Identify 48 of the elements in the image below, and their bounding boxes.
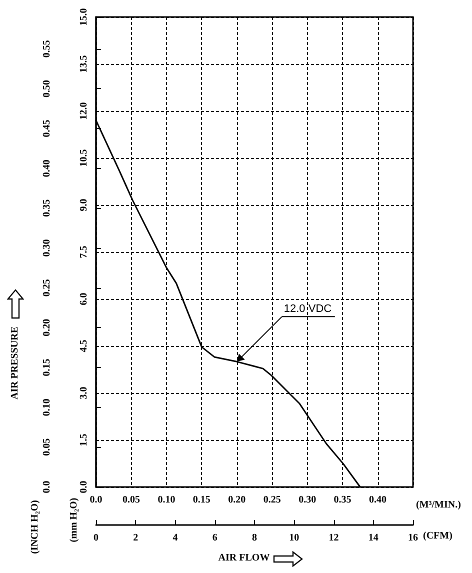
text: AIR PRESSURE [10,326,20,400]
y-tick-label: 0.0 [78,480,90,494]
y-tick-label: 4.5 [78,340,90,352]
x2-axis-title: (CFM) [423,530,452,542]
y2-tick-label: 0.30 [42,239,52,257]
y-tick-label: 10.5 [78,149,90,167]
x-tick-label: 0.05 [122,494,140,506]
x-tick-label: 0.10 [158,494,176,506]
x-axis-title: (M³/MIN.) [416,500,461,510]
x2-tick-label: 14 [368,532,378,544]
y2-tick-label: 0.40 [42,160,52,178]
y-tick-label: 1.5 [78,434,90,446]
x2-tick-label: 2 [133,532,138,544]
y2-tick-label: 0.50 [42,80,52,98]
y-tick-label: 15.0 [78,8,90,26]
x2-tick-label: 10 [289,532,300,544]
y2-tick-label: 0.25 [42,279,52,297]
y-tick-label: 9.0 [78,198,90,212]
x2-tick-label: 16 [408,532,418,544]
x-tick-label: 0.0 [90,494,102,506]
y2-tick-label: 0.35 [42,199,52,217]
x2-tick-label: 12 [328,532,339,544]
y2-tick-label: 0.0 [42,480,52,494]
y2-tick-label: 0.10 [42,398,52,416]
y-tick-label: 7.5 [78,246,90,258]
y2-tick-label: 0.20 [42,318,52,336]
x-tick-label: 0.35 [334,494,352,506]
x2-tick-label: 8 [252,532,257,544]
y-axis-title: (mm H₂O) [68,498,80,542]
x2-tick-label: 6 [212,532,218,544]
x-tick-label: 0.30 [298,494,316,506]
text: AIR FLOW [218,552,270,564]
y-tick-label: 6.0 [78,292,90,306]
x-tick-label: 0.20 [228,494,246,506]
y-tick-label: 12.0 [78,102,90,120]
x-tick-label: 0.40 [369,494,387,506]
y2-tick-label: 0.55 [42,40,52,58]
annotation: 12.0 VDC [284,303,332,316]
x2-tick-label: 4 [172,532,178,544]
y2-tick-label: 0.45 [42,120,52,138]
y-tick-label: 3.0 [78,386,90,400]
y2-axis-title: (INCH H₂O) [30,500,40,554]
y-tick-label: 13.5 [78,55,90,73]
y2-tick-label: 0.05 [42,438,52,456]
y2-tick-label: 0.15 [42,358,52,376]
x2-tick-label: 0 [94,532,98,544]
x-tick-label: 0.25 [263,494,281,506]
x-tick-label: 0.15 [192,494,210,506]
